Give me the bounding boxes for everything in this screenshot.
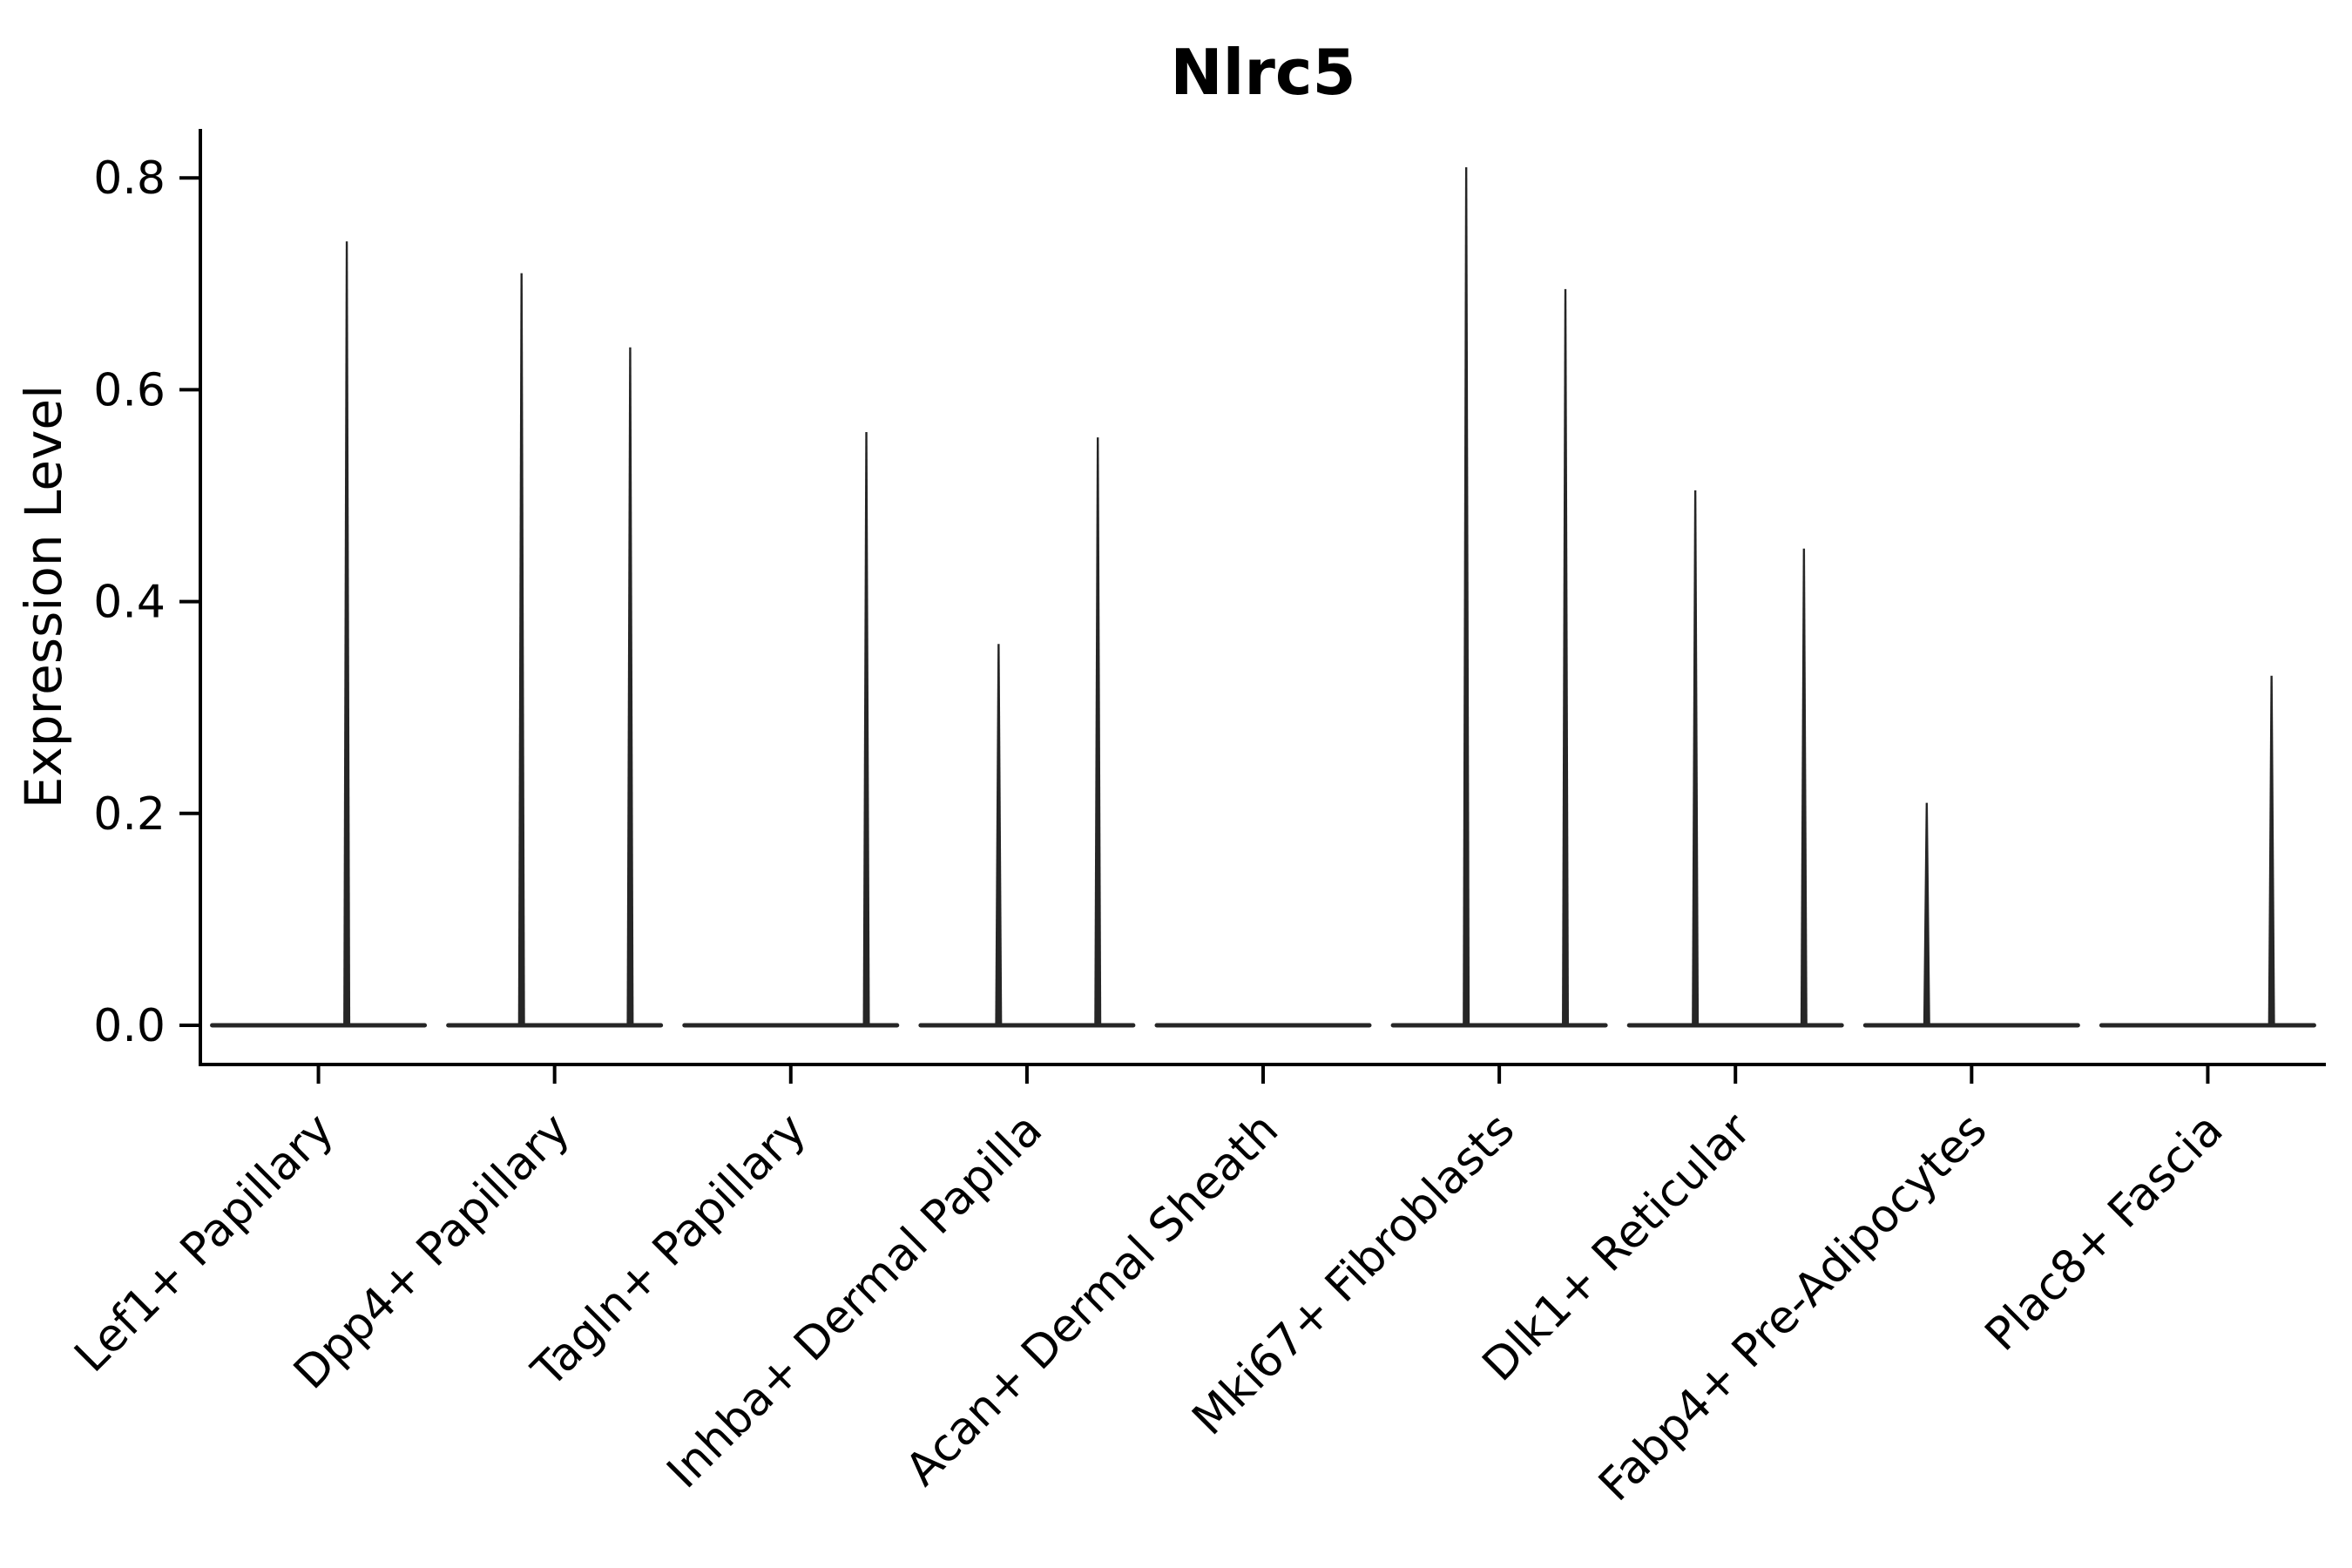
y-tick-label: 0.4 bbox=[93, 577, 166, 629]
violin-needle bbox=[517, 273, 525, 1027]
violin-needle bbox=[995, 644, 1003, 1027]
violin-needle bbox=[1094, 437, 1102, 1027]
violin-needle bbox=[862, 432, 870, 1027]
violin-needle bbox=[1923, 802, 1930, 1027]
x-tick-label: Inhba+ Dermal Papilla bbox=[658, 1104, 1052, 1498]
violin-needle bbox=[2268, 675, 2275, 1027]
x-tick-label: Lef1+ Papillary bbox=[65, 1104, 344, 1382]
violin-needle bbox=[343, 241, 351, 1027]
violin-needle bbox=[1800, 548, 1808, 1027]
x-tick-label: Acan+ Dermal Sheath bbox=[896, 1104, 1289, 1497]
y-tick-label: 0.8 bbox=[93, 152, 166, 205]
y-tick-label: 0.0 bbox=[93, 1000, 166, 1052]
chart-title: Nlrc5 bbox=[1170, 36, 1355, 109]
x-tick-label: Plac8+ Fascia bbox=[1976, 1104, 2234, 1362]
violin-needle bbox=[1562, 288, 1570, 1027]
y-axis-title: Expression Level bbox=[14, 385, 73, 808]
violin-needle bbox=[1463, 167, 1470, 1028]
y-tick-label: 0.6 bbox=[93, 364, 166, 416]
violin-needle bbox=[1692, 490, 1700, 1027]
violin-needle bbox=[626, 347, 634, 1027]
y-tick-label: 0.2 bbox=[93, 788, 166, 841]
x-tick-label: Fabp4+ Pre-Adipocytes bbox=[1589, 1104, 1997, 1511]
